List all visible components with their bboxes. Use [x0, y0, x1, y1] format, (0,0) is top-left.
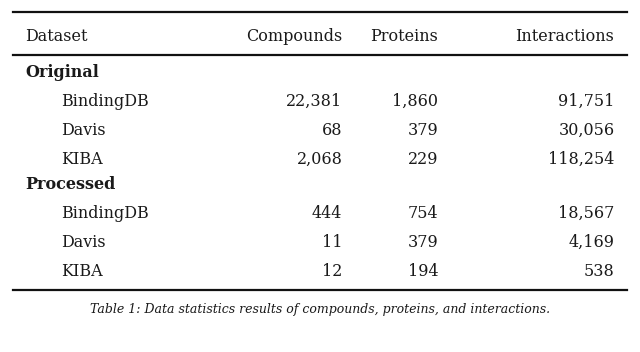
Text: 538: 538: [584, 263, 614, 280]
Text: Dataset: Dataset: [26, 29, 88, 45]
Text: 194: 194: [408, 263, 438, 280]
Text: 229: 229: [408, 151, 438, 168]
Text: 754: 754: [408, 205, 438, 222]
Text: Proteins: Proteins: [371, 29, 438, 45]
Text: Processed: Processed: [26, 176, 116, 193]
Text: 91,751: 91,751: [558, 93, 614, 110]
Text: Davis: Davis: [61, 122, 106, 139]
Text: 18,567: 18,567: [558, 205, 614, 222]
Text: 68: 68: [322, 122, 342, 139]
Text: 22,381: 22,381: [286, 93, 342, 110]
Text: Compounds: Compounds: [246, 29, 342, 45]
Text: KIBA: KIBA: [61, 263, 102, 280]
Text: 118,254: 118,254: [548, 151, 614, 168]
Text: Davis: Davis: [61, 234, 106, 251]
Text: BindingDB: BindingDB: [61, 93, 148, 110]
Text: Original: Original: [26, 64, 99, 81]
Text: Interactions: Interactions: [516, 29, 614, 45]
Text: BindingDB: BindingDB: [61, 205, 148, 222]
Text: 379: 379: [408, 234, 438, 251]
Text: 2,068: 2,068: [296, 151, 342, 168]
Text: 11: 11: [322, 234, 342, 251]
Text: 4,169: 4,169: [568, 234, 614, 251]
Text: 30,056: 30,056: [558, 122, 614, 139]
Text: 444: 444: [312, 205, 342, 222]
Text: KIBA: KIBA: [61, 151, 102, 168]
Text: 379: 379: [408, 122, 438, 139]
Text: Table 1: Data statistics results of compounds, proteins, and interactions.: Table 1: Data statistics results of comp…: [90, 303, 550, 315]
Text: 12: 12: [322, 263, 342, 280]
Text: 1,860: 1,860: [392, 93, 438, 110]
